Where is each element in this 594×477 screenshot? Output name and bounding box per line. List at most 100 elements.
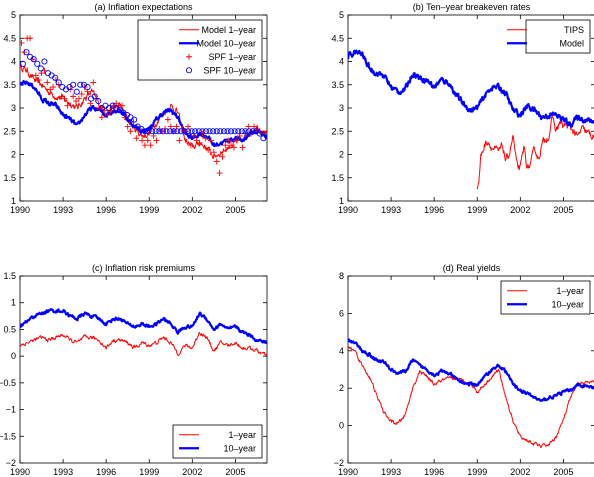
spf-1y-point [216,170,223,177]
spf-1y-point [196,139,203,146]
y-tick-label: 1.5 [331,173,344,183]
panel-1: (a) Inflation expectations 1990 1993 1996 19… [3,2,268,215]
x-tick-label: 1990 [10,205,30,215]
spf-10y-point [163,128,170,135]
spf-10y-point [238,128,245,135]
x-tick-label: 2005 [225,467,245,477]
y-tick-label: −0.5 [0,378,16,388]
y-tick-label: 5 [339,10,344,20]
series-line [20,332,267,356]
x-tick-label: 1999 [467,467,487,477]
y-tick-label: 6 [339,308,344,318]
panel-title: (b) Ten–year breakeven rates [413,2,531,12]
x-tick-label: 2005 [553,205,573,215]
spf-10y-point [195,128,202,135]
spf-1y-point [147,142,154,149]
y-tick-label: 1.5 [3,271,16,281]
y-tick-label: 1.5 [3,173,16,183]
spf-10y-point [260,135,267,142]
spf-1y-point [222,142,229,149]
spf-10y-point [224,128,231,135]
y-tick-label: 5 [11,10,16,20]
spf-10y-point [91,93,98,100]
spf-10y-point [202,128,210,135]
spf-10y-point [141,128,148,135]
spf-1y-point [144,137,151,144]
legend-box [500,280,591,315]
spf-10y-point [199,128,206,135]
y-tick-label: −2 [6,458,16,468]
legend: TIPS Model [507,19,591,54]
series-line [348,338,594,402]
x-tick-label: 1996 [424,467,444,477]
spf-10y-point [256,130,263,137]
y-tick-label: 2 [339,150,344,160]
spf-10y-point [77,81,84,88]
x-tick-label: 1999 [467,205,487,215]
x-tick-label: 1990 [338,467,358,477]
spf-10y-point [228,128,235,135]
y-tick-label: 3 [339,103,344,113]
y-tick-label: 2 [11,150,16,160]
legend-label: TIPS [564,25,584,35]
spf-10y-point [188,128,195,135]
legend-label: SPF 1–year [208,52,256,62]
panel-title: (a) Inflation expectations [94,2,193,12]
spf-1y-point [225,137,232,144]
spf-1y-point [27,35,34,42]
y-tick-label: −1 [6,405,16,415]
legend: 1–year 10–year [500,280,591,315]
y-tick-label: 3.5 [331,80,344,90]
spf-10y-point [184,128,192,135]
spf-1y-point [124,123,131,130]
x-tick-label: 2002 [510,205,530,215]
x-tick-label: 1990 [338,205,358,215]
x-tick-label: 2002 [182,467,202,477]
spf-10y-point [131,116,138,123]
x-tick-label: 2005 [225,205,245,215]
x-tick-label: 1996 [96,205,116,215]
x-tick-label: 1996 [96,467,116,477]
spf-10y-point [52,74,59,81]
spf-10y-point [41,58,48,65]
x-tick-label: 1993 [53,205,73,215]
y-tick-label: −2 [334,458,344,468]
x-tick-label: 2002 [510,467,530,477]
spf-10y-point [37,65,44,72]
y-tick-label: 0.5 [3,324,16,334]
y-tick-label: 4.5 [331,33,344,43]
spf-1y-point [98,114,105,121]
legend-label: Model [559,38,584,48]
spf-1y-point [32,72,39,79]
spf-1y-point [210,149,217,156]
y-tick-label: 4 [339,346,344,356]
spf-10y-point [210,128,217,135]
x-tick-label: 1999 [139,467,159,477]
spf-10y-point [177,128,184,135]
spf-10y-point [217,128,224,135]
panel-title: (c) Inflation risk premiums [92,263,196,273]
spf-1y-point [219,153,226,160]
spf-10y-point [245,128,253,135]
spf-10y-point [95,97,102,105]
spf-10y-point [156,128,163,135]
y-tick-label: 2.5 [331,126,344,136]
spf-10y-point [149,128,156,135]
spf-1y-point [127,128,134,135]
spf-1y-point [75,95,82,102]
spf-1y-point [133,135,140,142]
spf-10y-point [231,128,238,135]
spf-10y-point [20,60,26,67]
y-tick-label: 1 [11,298,16,308]
spf-1y-point [78,91,85,98]
spf-1y-point [20,39,25,46]
series-group [20,308,267,356]
spf-10y-point [174,128,181,135]
spf-1y-point [90,79,97,86]
x-tick-label: 2005 [553,467,573,477]
spf-10y-point [181,128,188,135]
x-tick-label: 1999 [139,205,159,215]
y-tick-label: 0 [339,421,344,431]
spf-1y-point [202,135,209,142]
spf-1y-point [170,128,177,135]
